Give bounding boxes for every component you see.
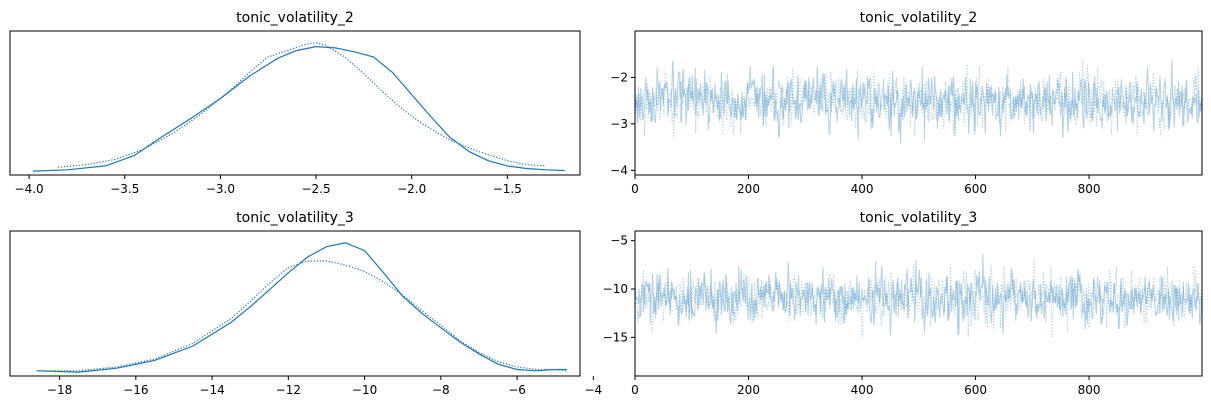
x-tick-label: 800: [1078, 182, 1101, 196]
x-tick-label: −12: [276, 383, 301, 397]
plot-area: [635, 254, 1202, 338]
y-tick-label: −2: [610, 70, 628, 84]
panel-1-posterior-density: tonic_volatility_2 −4.0 −3.5 −3.0 −2.5 −2.0 −1…: [9, 10, 581, 196]
x-tick-label: 0: [631, 182, 639, 196]
x-tick-label: 800: [1078, 383, 1101, 397]
y-tick-label: −15: [603, 330, 628, 344]
x-tick-label: 200: [737, 383, 760, 397]
plot-area: [635, 59, 1202, 144]
trace-line-chain-1: [635, 254, 1202, 336]
x-tick-label: −16: [123, 383, 148, 397]
panel-3-posterior-density: tonic_volatility_3 −18 −16 −14 −12 −10 −8 −6 −4: [9, 210, 602, 397]
x-tick-label: −10: [352, 383, 377, 397]
x-tick-label: 200: [737, 182, 760, 196]
x-tick-label: −3.5: [110, 182, 139, 196]
density-line-chain-1: [32, 45, 565, 172]
x-tick-label: −4: [584, 383, 602, 397]
trace-line-chain-2: [635, 59, 1202, 139]
density-line-chain-2: [36, 260, 567, 372]
x-tick-label: 0: [631, 383, 639, 397]
x-tick-label: 600: [964, 182, 987, 196]
x-tick-label: 600: [964, 383, 987, 397]
panel-2-trace: tonic_volatility_2 0 200 400 600 800 −4 −3 −2: [610, 10, 1203, 196]
y-tick-label: −3: [610, 117, 628, 131]
panel-title: tonic_volatility_3: [236, 210, 354, 226]
x-tick-label: −18: [47, 383, 72, 397]
panel-title: tonic_volatility_2: [860, 10, 978, 26]
panel-4-trace: tonic_volatility_3 0 200 400 600 800 −15 −10 −5: [603, 210, 1203, 397]
y-tick-label: −4: [610, 163, 628, 177]
plot-area: [36, 242, 567, 373]
trace-line-chain-2: [635, 258, 1202, 338]
axes-frame: [634, 30, 1203, 176]
x-tick-label: −1.5: [493, 182, 522, 196]
axes-frame: [9, 230, 581, 377]
axes-frame: [634, 230, 1203, 377]
density-line-chain-2: [57, 42, 546, 168]
plot-area: [32, 42, 565, 172]
x-tick-label: 400: [851, 383, 874, 397]
x-tick-label: −2.0: [397, 182, 426, 196]
axes-frame: [9, 30, 581, 176]
x-tick-label: 400: [851, 182, 874, 196]
y-tick-label: −5: [610, 234, 628, 248]
x-tick-label: −6: [508, 383, 526, 397]
density-line-chain-1: [36, 242, 567, 373]
trace-line-chain-1: [635, 59, 1202, 144]
panel-title: tonic_volatility_3: [860, 210, 978, 226]
x-tick-label: −3.0: [206, 182, 235, 196]
y-tick-label: −10: [603, 282, 628, 296]
panel-title: tonic_volatility_2: [236, 10, 354, 26]
x-tick-label: −4.0: [15, 182, 44, 196]
x-tick-label: −8: [432, 383, 450, 397]
x-tick-label: −14: [199, 383, 224, 397]
x-tick-label: −2.5: [301, 182, 330, 196]
